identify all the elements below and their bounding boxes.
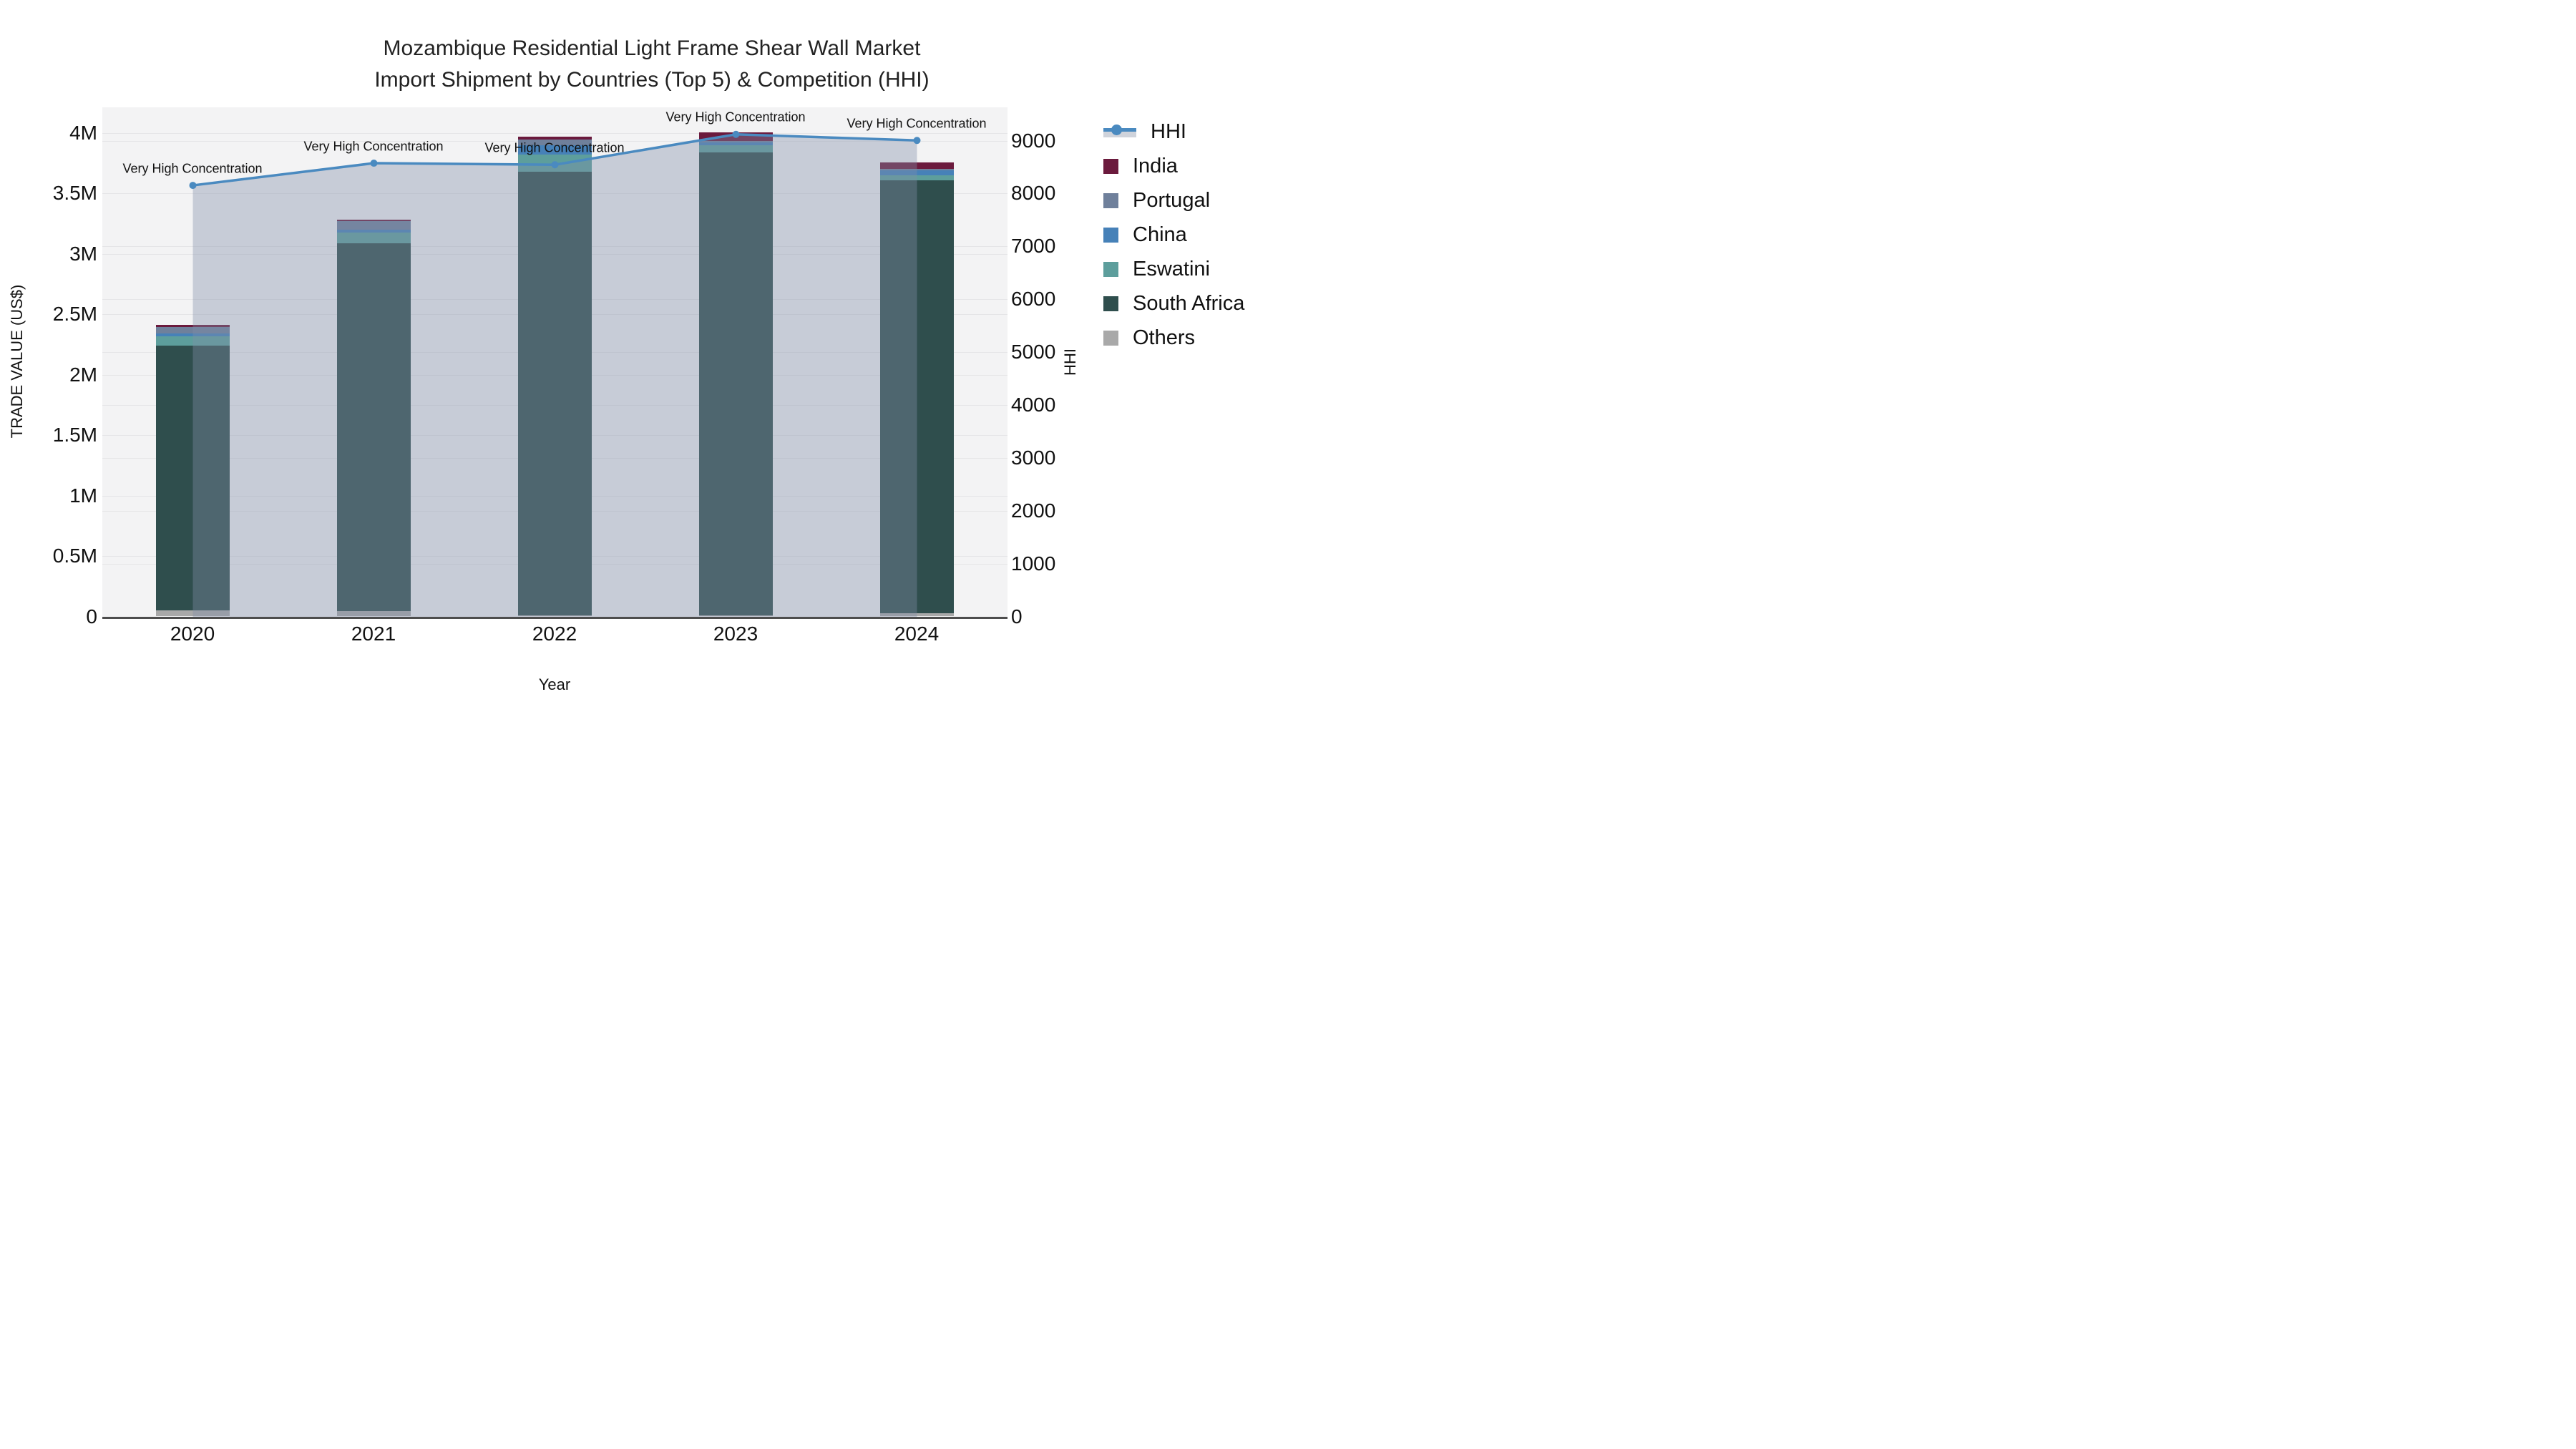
legend-item-hhi[interactable]: HHI <box>1103 114 1186 149</box>
legend-item-portugal[interactable]: Portugal <box>1103 183 1210 218</box>
legend-label: China <box>1133 223 1187 246</box>
y-right-tick-5000: 5000 <box>1011 341 1056 364</box>
bar-2020-india[interactable] <box>155 325 230 328</box>
y-left-tick-3.5M: 3.5M <box>52 182 97 204</box>
y-left-tick-3M: 3M <box>69 242 97 265</box>
bar-2021-portugal[interactable] <box>336 220 411 230</box>
bar-2020-south-africa[interactable] <box>155 345 230 610</box>
bar-2023-others[interactable] <box>698 615 773 617</box>
y-right-tick-0: 0 <box>1011 605 1023 628</box>
legend-item-others[interactable]: Others <box>1103 321 1195 355</box>
x-tick-2024: 2024 <box>894 623 940 645</box>
bar-2020-others[interactable] <box>155 610 230 617</box>
bar-2023-portugal[interactable] <box>698 140 773 142</box>
y-left-tick-0.5M: 0.5M <box>52 545 97 567</box>
y-right-tick-7000: 7000 <box>1011 235 1056 258</box>
legend-label: South Africa <box>1133 291 1245 315</box>
y-right-tick-6000: 6000 <box>1011 288 1056 311</box>
y-left-tick-2M: 2M <box>69 363 97 386</box>
y-right-tick-9000: 9000 <box>1011 129 1056 152</box>
legend-item-eswatini[interactable]: Eswatini <box>1103 252 1210 286</box>
figure: Mozambique Residential Light Frame Shear… <box>0 0 1288 725</box>
y-left-tick-2.5M: 2.5M <box>52 303 97 325</box>
bar-2021-china[interactable] <box>336 230 411 233</box>
y-left-tick-1.5M: 1.5M <box>52 424 97 446</box>
y-left-tick-0: 0 <box>86 605 97 628</box>
bar-2020-eswatini[interactable] <box>155 336 230 346</box>
bar-2024-china[interactable] <box>879 170 954 175</box>
legend-swatch-others <box>1103 330 1118 346</box>
legend-label: Others <box>1133 326 1196 349</box>
bar-2021-south-africa[interactable] <box>336 243 411 611</box>
bar-2023-south-africa[interactable] <box>698 152 773 615</box>
bar-2024-eswatini[interactable] <box>879 175 954 181</box>
legend-label: Eswatini <box>1133 257 1210 280</box>
bar-2021-eswatini[interactable] <box>336 232 411 243</box>
bar-2021-india[interactable] <box>336 219 411 221</box>
legend-label: Portugal <box>1133 188 1211 212</box>
bar-2022-eswatini[interactable] <box>517 154 592 172</box>
bar-2023-eswatini[interactable] <box>698 145 773 152</box>
chart-title-line2: Import Shipment by Countries (Top 5) & C… <box>374 68 930 92</box>
legend-swatch-eswatini <box>1103 261 1118 277</box>
y-left-tick-4M: 4M <box>69 121 97 144</box>
annotation-2023: Very High Concentration <box>665 109 806 125</box>
y-right-tick-8000: 8000 <box>1011 182 1056 205</box>
x-tick-2021: 2021 <box>351 623 396 645</box>
x-tick-2023: 2023 <box>713 623 758 645</box>
x-axis-title: Year <box>538 675 571 693</box>
bar-2023-china[interactable] <box>698 142 773 145</box>
bar-2024-south-africa[interactable] <box>879 180 954 613</box>
bar-2024-india[interactable] <box>879 162 954 169</box>
annotation-2024: Very High Concentration <box>847 116 987 131</box>
bar-2022-india[interactable] <box>517 136 592 140</box>
bar-2022-others[interactable] <box>517 615 592 617</box>
chart-title: Mozambique Residential Light Frame Shear… <box>374 33 929 96</box>
legend-item-south-africa[interactable]: South Africa <box>1103 286 1244 321</box>
y-right-tick-2000: 2000 <box>1011 499 1056 522</box>
bar-2020-china[interactable] <box>155 333 230 337</box>
hhi-marker-swatch <box>1111 125 1122 135</box>
hhi-legend-swatch-icon <box>1103 124 1136 140</box>
bar-2023-india[interactable] <box>698 132 773 141</box>
legend-label: India <box>1133 154 1178 177</box>
bar-2020-portugal[interactable] <box>155 327 230 334</box>
y-right-tick-1000: 1000 <box>1011 552 1056 575</box>
y-left-tick-1M: 1M <box>69 484 97 507</box>
y-right-tick-4000: 4000 <box>1011 393 1056 416</box>
bar-2022-south-africa[interactable] <box>517 172 592 615</box>
y-right-tick-3000: 3000 <box>1011 446 1056 469</box>
legend-swatch-china <box>1103 227 1118 243</box>
annotation-2022: Very High Concentration <box>484 140 625 155</box>
x-tick-2022: 2022 <box>532 623 577 645</box>
annotation-2021: Very High Concentration <box>303 139 444 154</box>
chart-title-line1: Mozambique Residential Light Frame Shear… <box>383 36 921 60</box>
gridline-left-4M <box>102 132 1008 134</box>
legend-swatch-portugal <box>1103 192 1118 208</box>
legend-item-china[interactable]: China <box>1103 218 1187 252</box>
x-tick-2020: 2020 <box>170 623 215 645</box>
bar-2024-others[interactable] <box>879 613 954 617</box>
annotation-2020: Very High Concentration <box>122 161 263 176</box>
legend-swatch-india <box>1103 158 1118 174</box>
legend-swatch-south-africa <box>1103 296 1118 311</box>
bar-2021-others[interactable] <box>336 610 411 617</box>
legend-label: HHI <box>1151 119 1186 143</box>
legend-item-india[interactable]: India <box>1103 149 1178 183</box>
bar-2024-portugal[interactable] <box>879 168 954 171</box>
